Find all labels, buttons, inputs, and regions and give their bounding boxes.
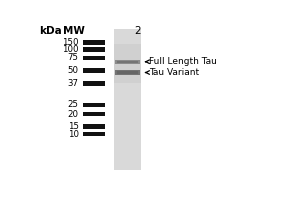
Text: 10: 10 xyxy=(68,130,79,139)
Text: 50: 50 xyxy=(68,66,79,75)
Text: 37: 37 xyxy=(68,79,79,88)
Bar xyxy=(114,29,141,170)
Bar xyxy=(83,103,105,107)
Bar xyxy=(83,56,105,60)
Text: Tau Variant: Tau Variant xyxy=(146,68,199,77)
Bar xyxy=(117,71,138,74)
Bar xyxy=(83,40,105,45)
Bar xyxy=(83,132,105,136)
Bar xyxy=(115,60,140,64)
Text: 2: 2 xyxy=(134,26,141,36)
Text: 75: 75 xyxy=(68,53,79,62)
Text: 150: 150 xyxy=(62,38,79,47)
Text: 15: 15 xyxy=(68,122,79,131)
Bar xyxy=(83,68,105,73)
Bar xyxy=(83,47,105,52)
Text: 20: 20 xyxy=(68,110,79,119)
Bar xyxy=(115,70,140,75)
Bar xyxy=(83,112,105,116)
Text: 100: 100 xyxy=(62,45,79,54)
Bar xyxy=(83,124,105,129)
Bar xyxy=(117,61,138,63)
Bar xyxy=(114,44,141,83)
Text: 25: 25 xyxy=(68,100,79,109)
Text: Full Length Tau: Full Length Tau xyxy=(146,57,217,66)
Bar xyxy=(83,81,105,86)
Text: MW: MW xyxy=(63,26,85,36)
Text: kDa: kDa xyxy=(39,26,62,36)
